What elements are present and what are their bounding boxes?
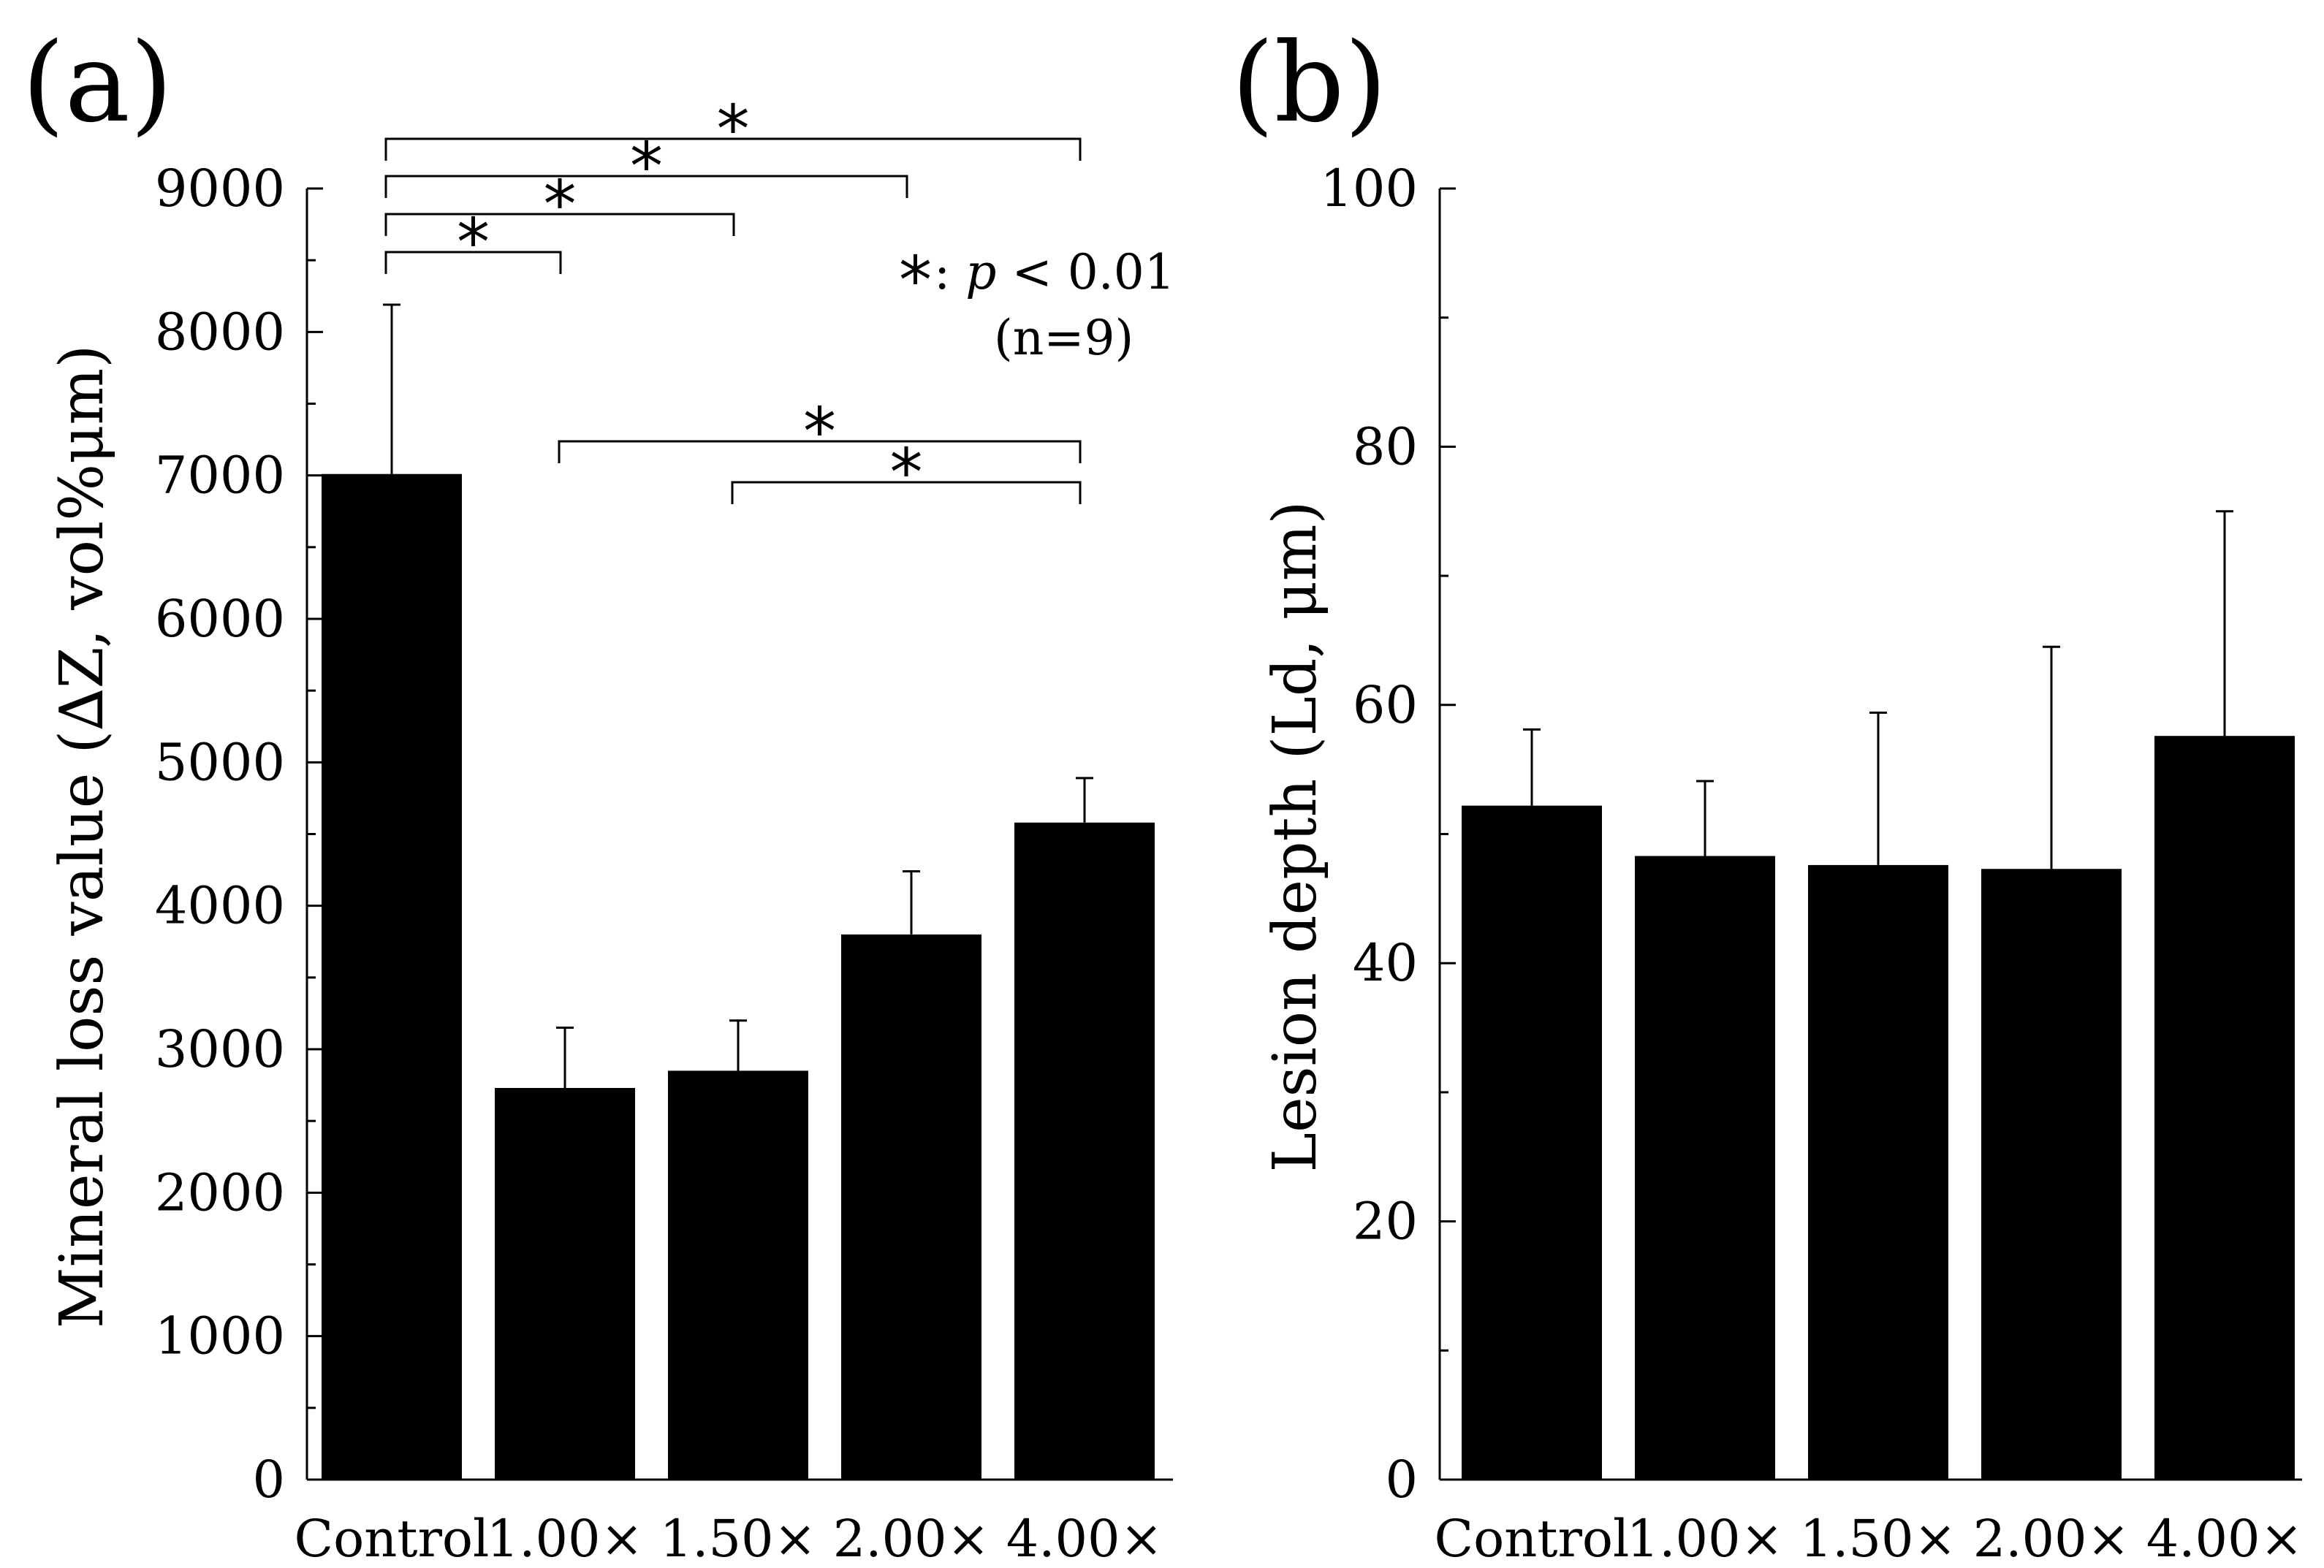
panel-a-y-tick-label: 3000 xyxy=(155,1019,285,1079)
panel-a-y-tick-label: 5000 xyxy=(155,732,285,792)
panel-a-significance-star: * xyxy=(803,394,836,471)
panel-a-bar xyxy=(495,1088,635,1480)
panel-b-y-tick-label: 0 xyxy=(1385,1450,1418,1510)
panel-b-y-tick-label: 40 xyxy=(1353,933,1418,993)
panel-b-y-tick-label: 100 xyxy=(1320,159,1418,218)
panel-a-significance-star: * xyxy=(717,91,750,168)
panel-b-x-tick-label: 1.00× xyxy=(1627,1509,1784,1568)
panel-b: (b) Lesion depth (Ld, μm) 0 20 40 60 80 100 Co… xyxy=(1231,20,2303,1568)
panel-a-bar xyxy=(668,1070,808,1480)
panel-a-y-tick-label: 7000 xyxy=(155,446,285,506)
panel-a-significance-star: * xyxy=(457,205,490,281)
panel-b-bar xyxy=(1808,864,1948,1480)
panel-a-x-tick-label: 2.00× xyxy=(833,1509,990,1568)
panel-b-y-axis-title: Lesion depth (Ld, μm) xyxy=(1261,501,1330,1173)
panel-b-y-tick-label: 60 xyxy=(1353,675,1418,735)
panel-b-label: (b) xyxy=(1231,20,1387,147)
panel-a-significance-bracket xyxy=(384,137,1082,161)
panel-a-y-tick-label: 9000 xyxy=(155,159,285,218)
panel-a-y-axis-title: Mineral loss value (∆Z, vol%μm) xyxy=(48,345,117,1328)
panel-b-x-tick-label: Control xyxy=(1435,1509,1630,1568)
panel-a-y-tick-label: 1000 xyxy=(155,1306,285,1366)
panel-b-y-tick-label: 20 xyxy=(1353,1192,1418,1252)
panel-b-bar xyxy=(2154,736,2295,1480)
panel-a-x-tick-label: 1.00× xyxy=(487,1509,644,1568)
panel-a-bar xyxy=(841,934,981,1480)
panel-a-significance-bracket xyxy=(558,440,1082,463)
panel-a-y-tick-label: 4000 xyxy=(155,876,285,936)
panel-a-y-tick-label: 6000 xyxy=(155,589,285,649)
panel-a-y-tick-label: 2000 xyxy=(155,1162,285,1222)
panel-a-y-tick-label: 8000 xyxy=(155,302,285,362)
panel-a-x-tick-label: 1.50× xyxy=(660,1509,817,1568)
panel-b-x-tick-label: 4.00× xyxy=(2146,1509,2304,1568)
panel-a-significance-star: * xyxy=(630,129,663,205)
panel-a-label: (a) xyxy=(22,20,172,147)
panel-a-x-tick-label: 4.00× xyxy=(1006,1509,1163,1568)
panel-a-significance-bracket xyxy=(384,251,562,274)
panel-a-significance-star: * xyxy=(890,435,923,511)
panel-a-bar xyxy=(322,473,462,1480)
panel-a-x-tick-label: Control xyxy=(295,1509,490,1568)
panel-a-legend-text: : p < 0.01 xyxy=(934,244,1175,300)
panel-a-significance-bracket xyxy=(384,213,735,236)
panel-a-y-tick-label: 0 xyxy=(252,1450,285,1510)
panel-a-legend-n: (n=9) xyxy=(994,310,1133,366)
panel-b-bar xyxy=(1635,856,1775,1480)
panel-a-significance-star: * xyxy=(544,167,577,243)
panel-a: (a) Mineral loss value (∆Z, vol%μm) * : … xyxy=(22,20,1175,1568)
panel-b-x-tick-label: 1.50× xyxy=(1800,1509,1957,1568)
panel-a-bar xyxy=(1014,822,1155,1480)
panel-b-bar xyxy=(1462,805,1602,1480)
panel-b-bar xyxy=(1981,869,2122,1480)
panel-a-legend-star: * xyxy=(899,243,932,319)
panel-b-y-tick-label: 80 xyxy=(1353,416,1418,476)
panel-a-significance-bracket xyxy=(731,481,1082,504)
panel-a-significance-bracket xyxy=(384,175,908,198)
panel-b-x-tick-label: 2.00× xyxy=(1973,1509,2130,1568)
